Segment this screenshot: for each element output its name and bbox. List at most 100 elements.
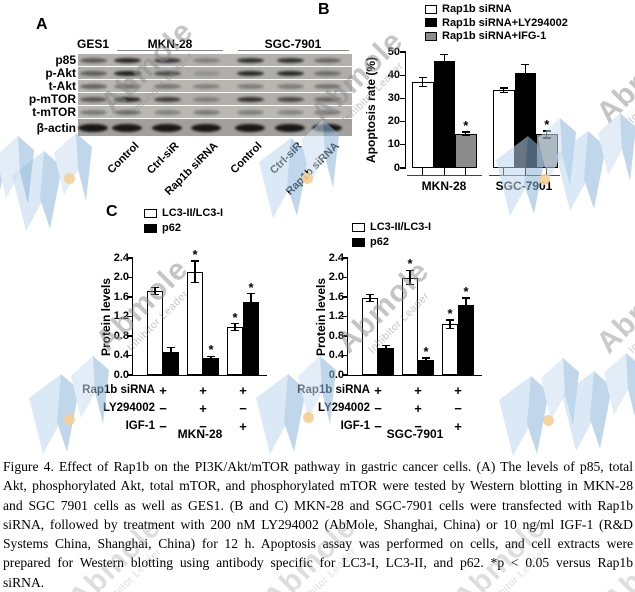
blot-band: [192, 57, 220, 63]
legend-label: p62: [162, 222, 181, 234]
blot-band: [313, 96, 341, 102]
category-label: MKN-28: [421, 179, 467, 193]
blot-band: [276, 83, 304, 89]
error-bar-cap-top: [406, 269, 414, 271]
y-tick-mark: [400, 51, 406, 53]
significance-asterisk: *: [248, 279, 254, 295]
error-bar-line: [194, 260, 196, 283]
y-tick-mark: [127, 354, 133, 357]
error-bar-cap-bottom: [462, 311, 470, 314]
error-bar-cap-bottom: [461, 134, 470, 136]
y-tick-mark: [127, 257, 133, 259]
treatment-sign: −: [414, 419, 422, 434]
error-bar-cap-bottom: [418, 86, 427, 88]
error-bar-cap-bottom: [446, 328, 454, 330]
blot-band: [236, 109, 264, 115]
legend-row: p62: [352, 236, 389, 248]
y-tick-mark: [342, 257, 348, 259]
y-tick-mark: [342, 354, 348, 357]
x-tick-mark: [465, 168, 467, 175]
y-tick-mark: [127, 374, 133, 376]
y-tick-label: 0.4: [113, 349, 129, 361]
error-bar-line: [465, 297, 467, 313]
blot-band: [236, 70, 264, 76]
y-tick-mark: [400, 121, 406, 123]
y-tick-label: 1.2: [113, 310, 129, 322]
error-bar-cap-bottom: [231, 330, 239, 332]
error-bar-cap-bottom: [207, 358, 215, 361]
error-bar-line: [524, 64, 526, 81]
y-tick-mark: [400, 74, 406, 76]
treatment-sign: −: [374, 419, 382, 434]
blot-band: [79, 57, 107, 63]
y-tick-mark: [127, 335, 133, 337]
error-bar-line: [385, 345, 387, 351]
legend-swatch: [352, 222, 365, 232]
treatment-sign: +: [159, 383, 167, 398]
legend-label: LC3-II/LC3-I: [162, 207, 224, 219]
treatment-sign: +: [239, 383, 247, 398]
blot-band: [153, 57, 181, 63]
legend-swatch: [425, 31, 437, 41]
treatment-sign: +: [454, 419, 462, 434]
treatment-sign: +: [414, 401, 422, 416]
treatment-sign: +: [414, 383, 422, 398]
y-tick-label: 0.8: [328, 329, 344, 342]
panel-c-label: C: [106, 203, 118, 220]
blot-band: [276, 96, 304, 102]
caption-line: Figure 4. Effect of Rap1b on the PI3K/Ak…: [3, 459, 633, 474]
blot-band: [79, 70, 107, 76]
error-bar-cap-bottom: [382, 349, 390, 352]
caption-line: Systems China, Shanghai, China) for 12 h…: [3, 536, 633, 552]
error-bar-cap-bottom: [422, 361, 430, 363]
treatment-label: Rap1b siRNA: [297, 384, 370, 396]
blot-group-header: GES1: [76, 37, 109, 51]
blot-group-header: SGC-7901: [264, 37, 322, 51]
blot-band: [113, 57, 141, 63]
y-tick-label: 0.0: [113, 368, 129, 381]
blot-group-underline: [238, 50, 349, 51]
treatment-sign: +: [454, 383, 462, 398]
blot-band: [153, 70, 181, 76]
bar-LC3-II/LC3-I: [362, 297, 378, 375]
significance-asterisk: *: [423, 343, 429, 359]
error-bar-line: [422, 77, 424, 87]
blot-band: [79, 96, 107, 102]
y-tick-mark: [342, 296, 348, 298]
y-tick-label: 2.0: [328, 271, 344, 283]
y-tick-label: 1.2: [328, 310, 344, 322]
y-tick-label: 1.6: [328, 290, 344, 303]
blot-band: [236, 96, 264, 102]
treatment-sign: −: [454, 401, 462, 416]
blot-row-label: p-Akt: [45, 66, 76, 80]
blot-strip-p-Akt: [78, 67, 352, 79]
blot-band: [192, 109, 220, 115]
error-bar-cap-bottom: [191, 281, 199, 284]
blot-band: [276, 70, 304, 76]
error-bar-line: [250, 293, 252, 311]
y-axis-title: Protein levels: [314, 277, 328, 356]
legend-label: LC3-II/LC3-I: [370, 221, 432, 233]
error-bar-line: [234, 323, 236, 331]
significance-asterisk: *: [447, 305, 453, 321]
error-bar-line: [409, 270, 411, 285]
error-bar-cap-top: [167, 347, 175, 349]
error-bar-cap-top: [191, 260, 199, 262]
error-bar-cap-bottom: [167, 354, 175, 357]
error-bar-cap-top: [366, 293, 374, 296]
bar-LC3-II/LC3-I: [442, 324, 458, 375]
blot-band: [236, 83, 264, 89]
y-tick-label: 1.6: [113, 290, 129, 303]
error-bar-line: [170, 347, 172, 356]
y-tick-label: 2.4: [328, 251, 344, 264]
significance-asterisk: *: [463, 118, 469, 134]
y-tick-label: 2.0: [113, 271, 129, 283]
error-bar-line: [369, 294, 371, 302]
x-axis-title: MKN-28: [177, 427, 223, 441]
blot-strip-p85: [78, 54, 352, 66]
error-bar-cap-bottom: [521, 80, 530, 82]
blot-band: [235, 123, 265, 132]
blot-band: [313, 83, 341, 89]
blot-band: [113, 70, 141, 76]
